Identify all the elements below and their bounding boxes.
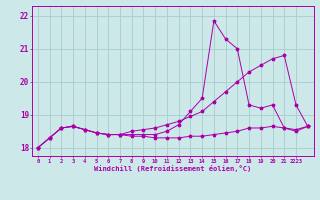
- X-axis label: Windchill (Refroidissement éolien,°C): Windchill (Refroidissement éolien,°C): [94, 165, 252, 172]
